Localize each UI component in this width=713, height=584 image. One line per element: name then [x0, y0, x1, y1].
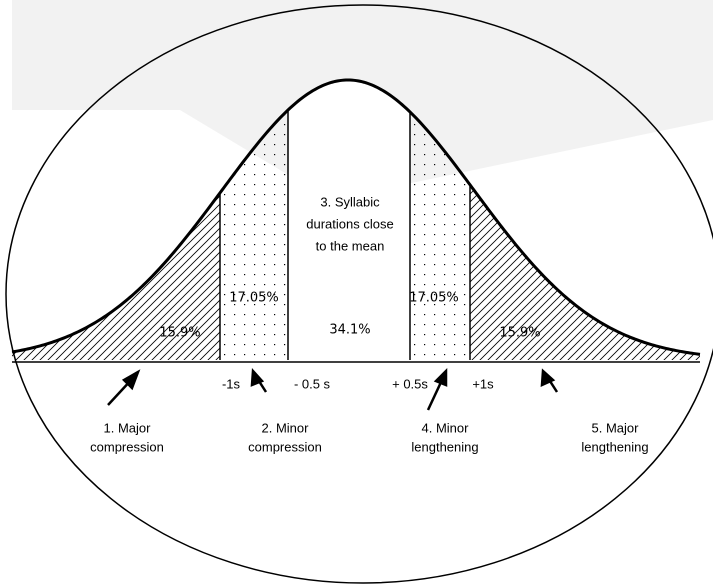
category-label: compression — [90, 439, 164, 454]
center-text: durations close — [306, 216, 393, 231]
arrows — [107, 367, 559, 411]
region-label: 15.9% — [499, 326, 540, 341]
arrow-head — [433, 367, 448, 387]
arrow-head — [121, 369, 141, 391]
axis-label: + 0.5s — [392, 376, 428, 391]
region-label: 17.05% — [229, 291, 279, 306]
axis-label: +1s — [472, 376, 494, 391]
category-label: 1. Major — [104, 420, 152, 435]
axis-label: - 0.5 s — [294, 376, 331, 391]
region — [12, 192, 220, 360]
dividers — [219, 110, 471, 360]
center-text: 3. Syllabic — [320, 194, 380, 209]
bell-curve — [11, 78, 701, 356]
region-label: 34.1% — [329, 323, 370, 338]
region — [288, 80, 410, 360]
category-label: 4. Minor — [422, 420, 470, 435]
axis-label: -1s — [222, 376, 241, 391]
labels: 15.9% 17.05% 34.1% 17.05% 15.9% 3. Syllabic du… — [90, 194, 648, 454]
category-label: 5. Major — [592, 420, 640, 435]
region — [410, 111, 470, 360]
category-label: compression — [248, 439, 322, 454]
arrow — [426, 379, 444, 411]
region — [470, 184, 700, 360]
category-label: lengthening — [581, 439, 648, 454]
category-label: lengthening — [411, 439, 478, 454]
center-text: to the mean — [316, 238, 385, 253]
arrow-head — [540, 368, 556, 388]
ellipse-frame — [5, 4, 713, 584]
region-label: 15.9% — [159, 326, 200, 341]
category-label: 2. Minor — [262, 420, 310, 435]
region-label: 17.05% — [409, 291, 459, 306]
arrow-head — [250, 367, 265, 387]
